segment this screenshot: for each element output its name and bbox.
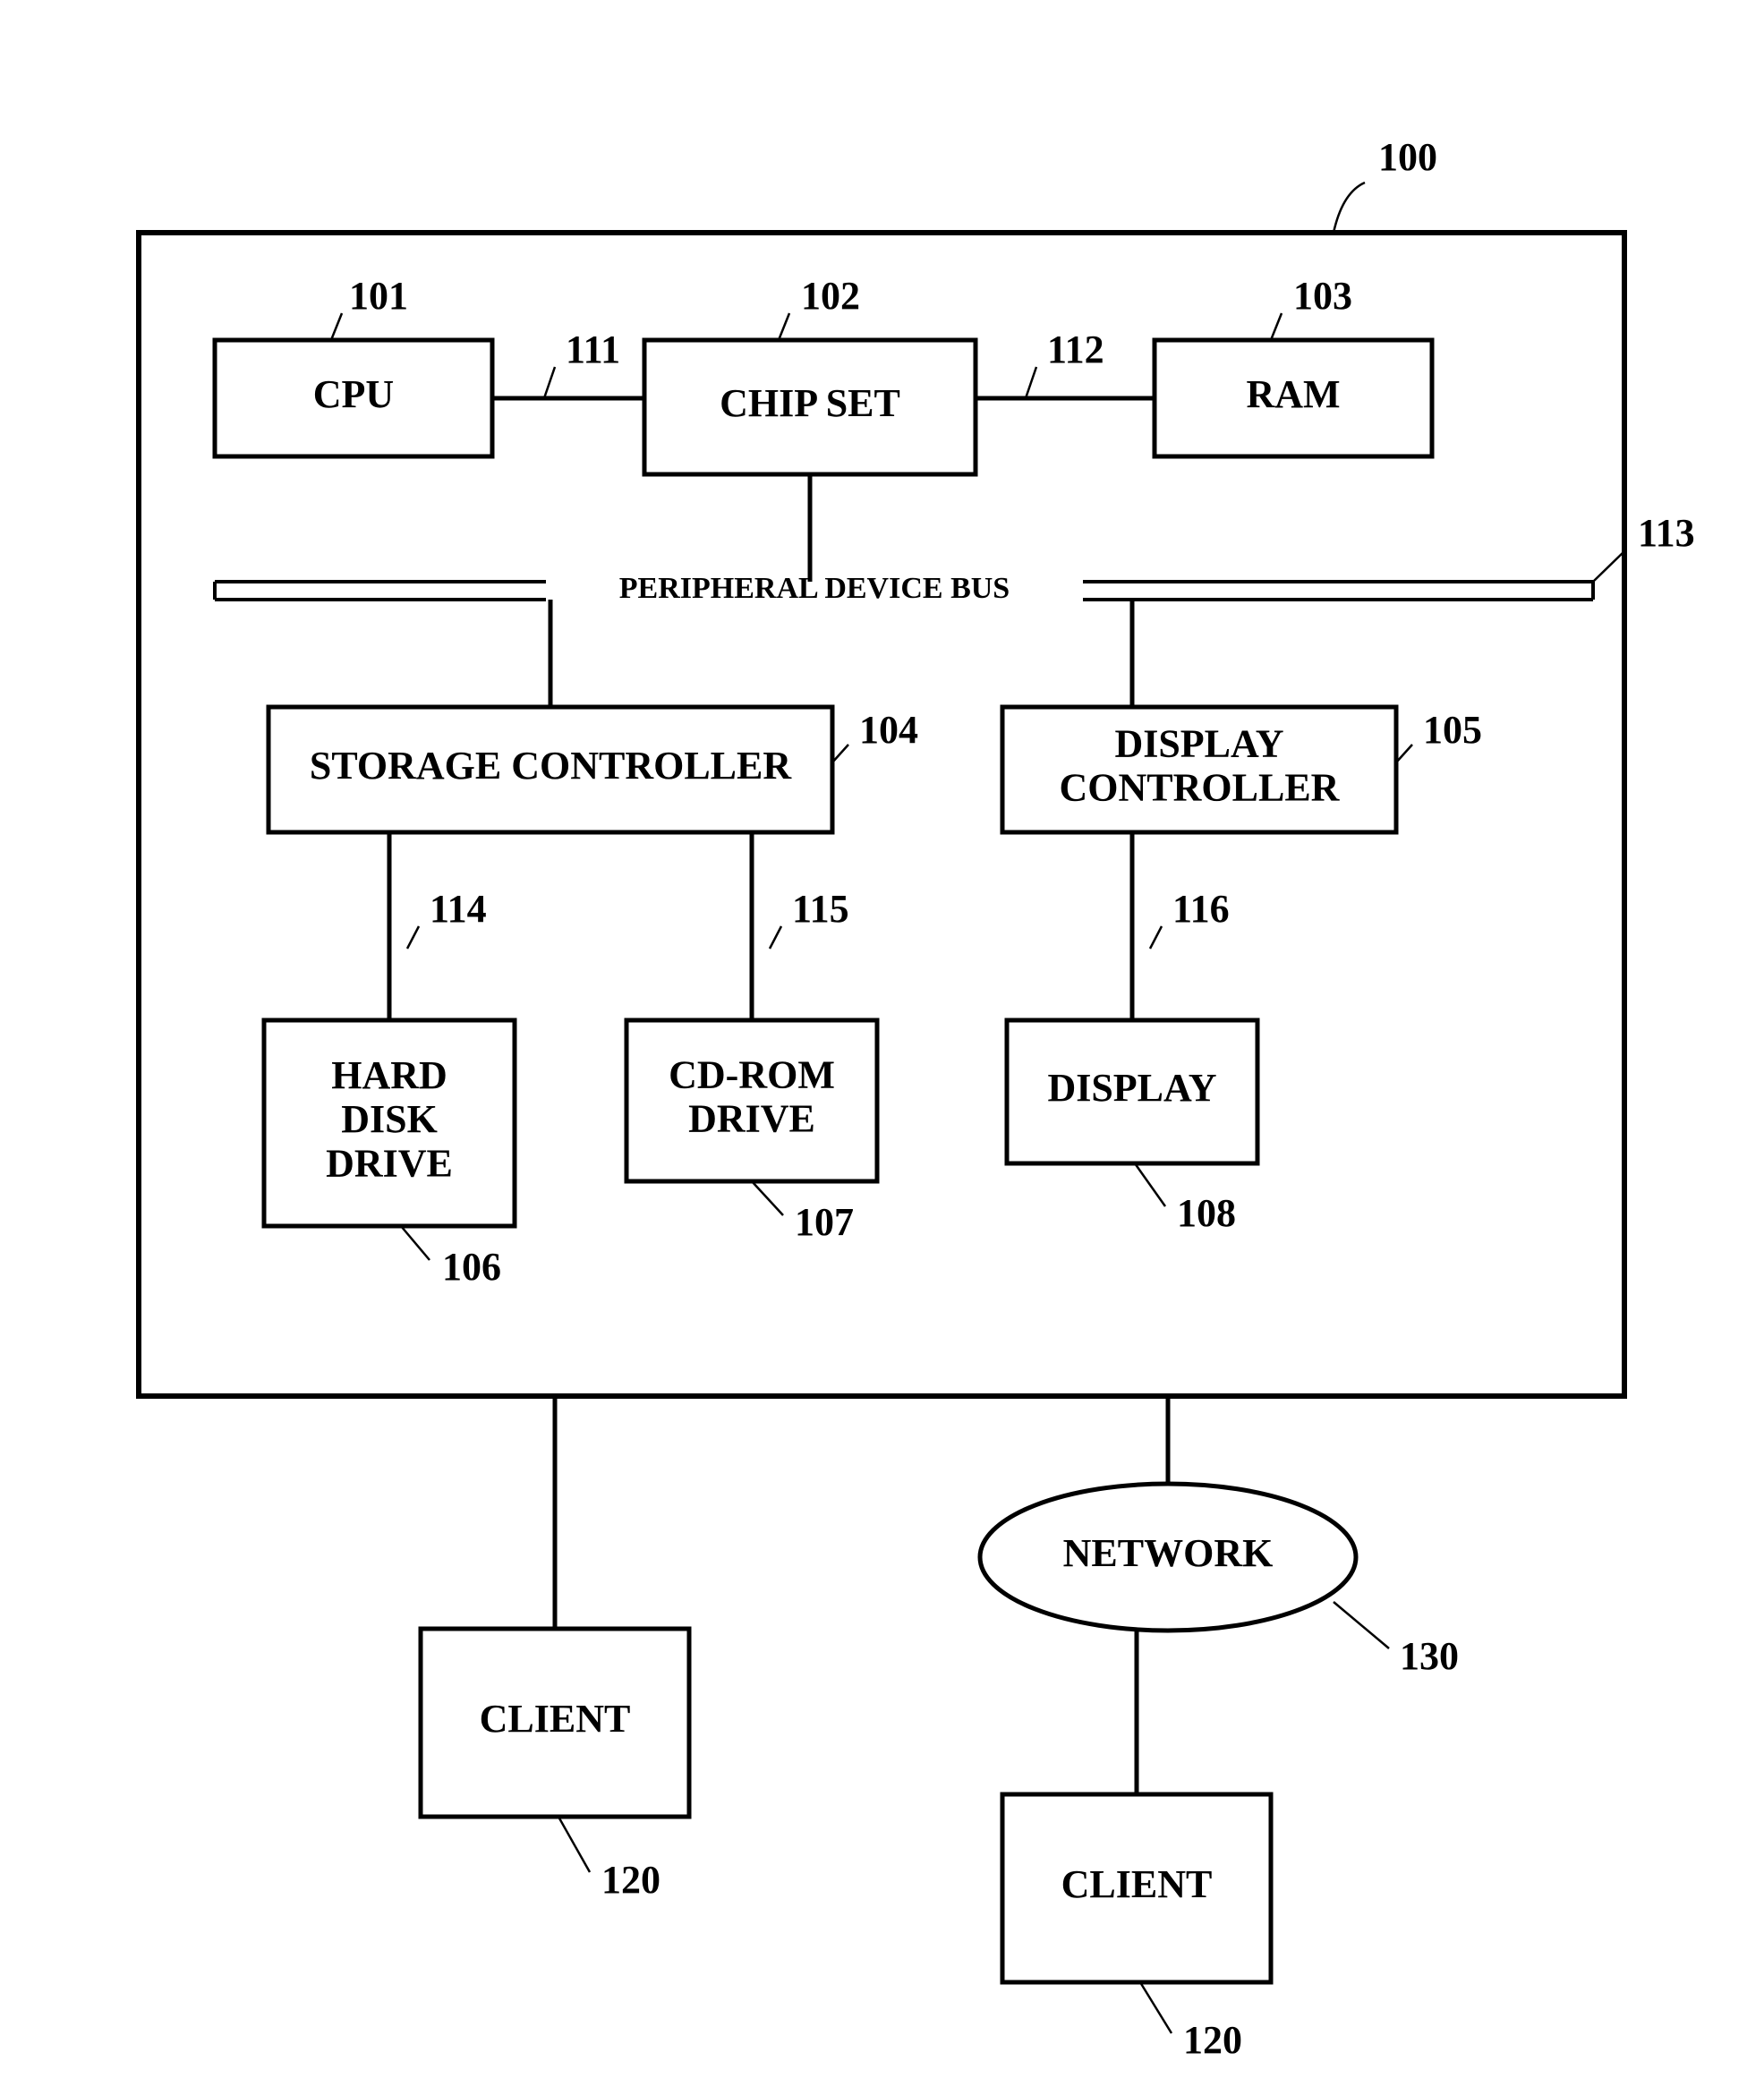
- svg-text:CPU: CPU: [313, 372, 394, 416]
- svg-text:113: 113: [1638, 511, 1695, 555]
- svg-text:111: 111: [566, 328, 620, 371]
- svg-text:108: 108: [1177, 1191, 1236, 1235]
- svg-text:DISPLAY: DISPLAY: [1047, 1066, 1216, 1110]
- svg-text:NETWORK: NETWORK: [1063, 1531, 1274, 1575]
- svg-text:104: 104: [859, 708, 918, 752]
- svg-text:DISPLAY: DISPLAY: [1114, 721, 1283, 765]
- svg-text:100: 100: [1378, 135, 1437, 179]
- svg-text:CHIP SET: CHIP SET: [720, 381, 900, 425]
- svg-text:DISK: DISK: [341, 1097, 438, 1141]
- svg-text:105: 105: [1423, 708, 1482, 752]
- svg-text:102: 102: [801, 274, 860, 318]
- svg-text:CONTROLLER: CONTROLLER: [1060, 766, 1341, 810]
- svg-text:120: 120: [1183, 2018, 1242, 2062]
- svg-text:CD-ROM: CD-ROM: [669, 1052, 835, 1096]
- svg-text:101: 101: [349, 274, 408, 318]
- svg-text:STORAGE CONTROLLER: STORAGE CONTROLLER: [310, 744, 793, 788]
- svg-text:120: 120: [601, 1858, 660, 1902]
- svg-text:106: 106: [442, 1245, 501, 1289]
- svg-text:CLIENT: CLIENT: [480, 1697, 631, 1741]
- svg-text:103: 103: [1293, 274, 1352, 318]
- svg-text:107: 107: [795, 1200, 854, 1244]
- svg-text:DRIVE: DRIVE: [688, 1097, 815, 1141]
- svg-text:112: 112: [1047, 328, 1104, 371]
- svg-text:CLIENT: CLIENT: [1061, 1862, 1213, 1906]
- svg-text:130: 130: [1400, 1634, 1459, 1678]
- system-block-diagram: 100 PERIPHERAL DEVICE BUS 113 111 112 114 115 1…: [0, 0, 1764, 2078]
- svg-text:115: 115: [792, 887, 849, 931]
- svg-text:HARD: HARD: [331, 1053, 447, 1097]
- svg-text:RAM: RAM: [1246, 372, 1340, 416]
- svg-text:116: 116: [1172, 887, 1230, 931]
- svg-text:PERIPHERAL DEVICE BUS: PERIPHERAL DEVICE BUS: [619, 572, 1010, 605]
- svg-text:114: 114: [430, 887, 487, 931]
- svg-text:DRIVE: DRIVE: [326, 1141, 453, 1185]
